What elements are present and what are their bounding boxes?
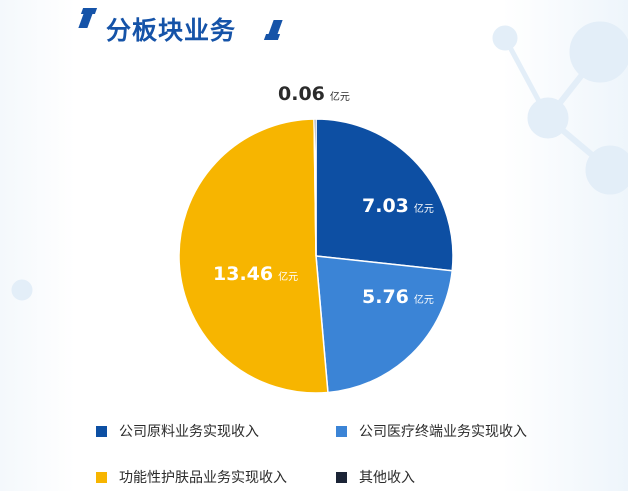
legend-label: 公司原料业务实现收入	[119, 424, 259, 440]
legend-swatch	[336, 471, 347, 483]
slice-value-label: 5.76 亿元	[362, 286, 434, 308]
legend-swatch	[96, 471, 107, 483]
slice-value-label: 0.06 亿元	[278, 83, 350, 105]
legend-swatch	[336, 425, 347, 437]
chart-title: 分板块业务	[106, 16, 237, 45]
legend-item-raw-materials: 公司原料业务实现收入	[96, 421, 259, 441]
slice-value-label: 7.03 亿元	[362, 195, 434, 217]
title-block: 分板块业务	[72, 6, 292, 50]
pie-slice	[315, 255, 454, 394]
pie-slice	[178, 118, 329, 394]
legend-item-other: 其他收入	[336, 467, 415, 487]
legend-label: 公司医疗终端业务实现收入	[359, 424, 527, 440]
legend-label: 功能性护肤品业务实现收入	[119, 470, 287, 486]
legend-item-skincare: 功能性护肤品业务实现收入	[96, 467, 287, 487]
legend-item-medical-terminal: 公司医疗终端业务实现收入	[336, 421, 527, 441]
pie-slice	[315, 118, 454, 272]
slice-value-label: 13.46 亿元	[213, 263, 298, 285]
legend-swatch	[96, 425, 107, 437]
pie-slice	[313, 118, 317, 257]
legend-label: 其他收入	[359, 470, 415, 486]
